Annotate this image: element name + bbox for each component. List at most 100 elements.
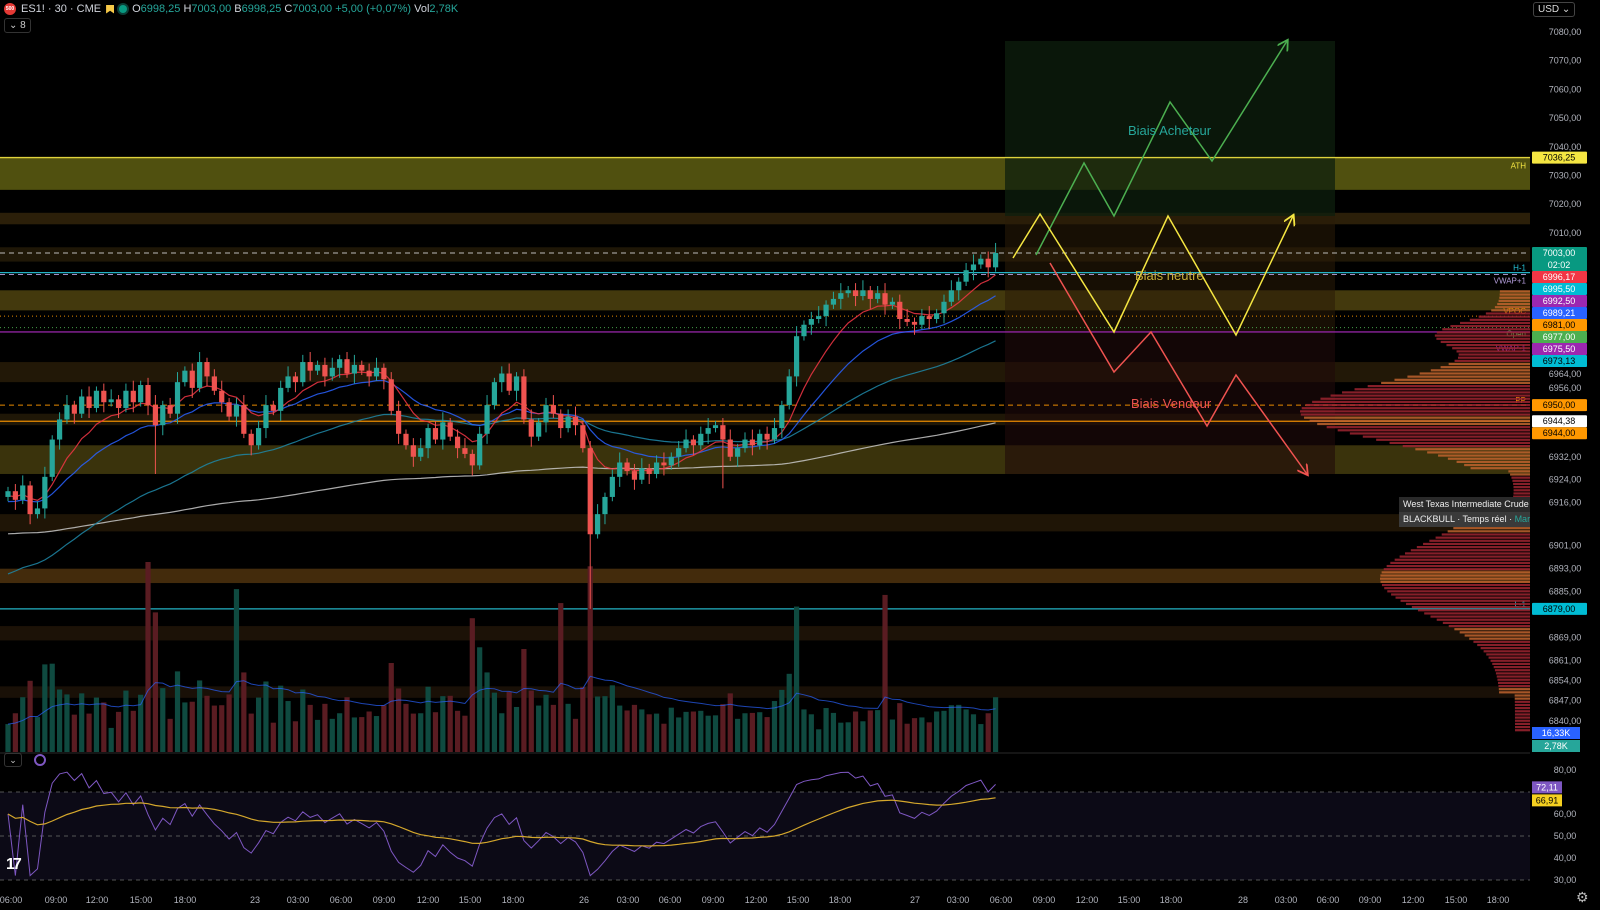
price-tick: 7020,00 [1549,199,1582,209]
volume-bar [543,694,549,752]
price-axis: 7036,25 7003,00 02:02 6996,17 6995,50 6992,50… [1530,0,1600,910]
buyer-path-arrow[interactable] [1035,41,1287,256]
symbol-tooltip: West Texas Intermediate Crude Oil cash B… [1399,497,1530,527]
volume-bar [182,702,188,752]
tradingview-logo[interactable]: 17 [6,856,22,873]
change-value: +5,00 (+0,07%) [335,3,412,15]
candle-body [720,425,726,440]
volume-profile-bar [1494,306,1530,309]
volume-bar [79,693,85,752]
price-tick: 7070,00 [1549,56,1582,66]
time-tick: 18:00 [174,895,197,905]
candle-body [801,324,807,337]
market-status-icon[interactable] [119,5,128,13]
volume-profile-bar [1400,599,1530,602]
volume-bar [712,715,719,752]
volume-profile-bar [1495,672,1530,675]
currency-button[interactable]: USD ⌄ [1533,2,1576,17]
volume-profile-bar [1391,593,1530,596]
volume-bar [86,713,92,752]
candle-body [329,367,335,377]
volume-bar [609,685,615,752]
candle-body [639,468,645,480]
volume-bar [381,705,387,752]
candle-body [786,376,792,406]
volume-profile-bar [1424,612,1530,615]
candle-body [93,390,100,408]
volume-profile-bar [1349,432,1530,435]
volume-profile-bar [1380,574,1530,577]
volume-bar [963,709,969,752]
volume-bar [668,707,674,752]
candle-body [889,301,895,305]
volume-profile-bar [1320,397,1530,400]
volume-profile-bar [1512,479,1530,482]
time-tick: 06:00 [990,895,1013,905]
projection-buy-zone[interactable] [1005,41,1335,216]
tooltip-status: BLACKBULL · Temps réel · Marché ouvert [1399,512,1530,527]
volume-bar [248,713,254,752]
volume-bar [337,713,343,752]
time-tick: 18:00 [1160,895,1183,905]
price-tick: 7040,00 [1549,142,1582,152]
seller-bias-label: Biais Vendeur [1131,396,1212,411]
candle-body [278,387,284,411]
projection-sell-zone[interactable] [1005,332,1335,474]
time-tick: 18:00 [829,895,852,905]
volume-profile-bar [1483,650,1530,653]
price-tick: 6956,00 [1549,383,1582,393]
projection-neutral-zone[interactable] [1005,216,1335,332]
candle-body [20,485,26,500]
pane-collapse-button[interactable]: ⌄ [4,753,22,767]
volume-bar [793,606,800,752]
volume-profile-bar [1330,394,1530,397]
close-value: 7003,00 [292,3,333,15]
volume-bar [934,711,940,752]
volume-profile-bar [1415,448,1530,451]
time-tick: 23 [250,895,260,905]
symbol-logo[interactable]: 500 [4,3,16,15]
volume-profile-bar [1490,659,1530,662]
volume-profile-bar [1394,378,1530,381]
zone-band [0,212,1530,225]
candle-body [27,485,33,515]
volume-bar [56,689,63,752]
symbol-title[interactable]: ES1! · 30 · CME [21,3,102,15]
price-tag: 6981,00 [1543,320,1576,330]
settings-gear-icon[interactable]: ⚙ [1576,889,1589,905]
level-label: H-1 [1513,264,1526,273]
volume-profile-bar [1473,640,1530,643]
volume-bar [536,705,542,752]
rsi-tick: 80,00 [1554,765,1577,775]
flag-icon[interactable] [106,4,115,14]
volume-bar [513,706,520,752]
volume-bar [160,688,166,752]
volume-bar [624,710,630,752]
volume-bar [300,689,306,752]
candle-body [705,428,711,434]
volume-bar [727,693,733,752]
volume-bar [5,724,11,752]
volume-profile-bar [1381,571,1530,574]
volume-profile-bar [1497,678,1530,681]
volume-profile-bar [1513,489,1530,492]
rsi-tag: 72,11 [1536,782,1558,792]
volume-bar [499,713,505,752]
volume-bar [970,714,977,752]
volume-profile-bar [1389,441,1530,445]
volume-profile-bar [1469,318,1530,321]
volume-bar [749,712,755,752]
seller-path-arrow[interactable] [1049,262,1307,474]
candle-body [683,439,689,449]
indicator-icon[interactable] [34,754,46,766]
volume-profile-bar [1514,700,1530,703]
volume-bar [34,717,41,752]
neutral-path-arrow[interactable] [1012,212,1293,337]
indicators-collapse-button[interactable]: ⌄ 8 [4,18,31,33]
candle-body [528,419,534,437]
volume-bar [587,566,593,752]
volume-bar [956,704,962,752]
volume-profile-bar [1309,419,1530,422]
volume-bar [432,712,439,752]
